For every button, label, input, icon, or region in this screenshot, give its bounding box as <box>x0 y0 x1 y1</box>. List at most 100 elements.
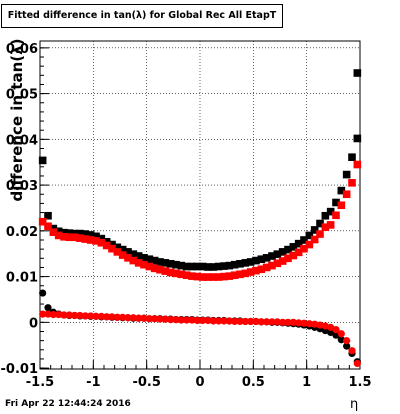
data-point-circle <box>273 318 281 326</box>
data-point-circle <box>343 342 351 350</box>
data-point-square <box>102 241 111 250</box>
y-axis-label: difference in tan(λ) <box>8 38 26 202</box>
data-point-square <box>332 198 340 207</box>
data-point-circle <box>263 318 271 326</box>
data-point-square <box>92 237 100 245</box>
data-point-square <box>230 271 239 280</box>
data-point-circle <box>305 320 313 328</box>
data-point-square <box>273 259 282 268</box>
data-point-circle <box>44 310 52 318</box>
data-point-square <box>353 69 362 77</box>
data-point-square <box>342 190 351 199</box>
data-point-square <box>161 259 170 267</box>
data-point-square <box>236 259 244 268</box>
data-point-square <box>348 179 356 187</box>
data-point-circle <box>225 317 233 325</box>
data-point-square <box>81 235 90 243</box>
x-tick-label: -0.5 <box>132 375 160 390</box>
data-point-square <box>300 244 308 253</box>
data-point-square <box>134 252 143 260</box>
data-point-square <box>310 235 319 244</box>
data-point-circle <box>177 316 185 324</box>
data-point-square <box>156 265 164 274</box>
y-tick-label: 0.04 <box>6 133 38 148</box>
data-point-circle <box>257 318 265 326</box>
data-point-circle <box>353 359 361 368</box>
data-point-circle <box>172 315 180 324</box>
data-point-square <box>262 254 271 262</box>
data-point-circle <box>161 315 169 323</box>
data-point-circle <box>220 317 228 325</box>
data-point-square <box>209 263 218 271</box>
axis-ticks: -1.5 -1 -0.5 0 0.5 1 1.5 -0.01 0 0.01 0.02 0.03 0.04… <box>1 42 372 390</box>
data-point-circle <box>60 311 68 319</box>
data-point-square <box>273 250 282 258</box>
data-point-circle <box>97 312 105 320</box>
x-axis-label: η <box>350 397 359 412</box>
data-point-square <box>310 226 319 234</box>
data-point-square <box>316 230 324 238</box>
data-point-circle <box>337 330 345 338</box>
data-point-circle <box>119 313 127 321</box>
data-point-square <box>140 254 148 262</box>
data-point-square <box>166 268 175 277</box>
data-point-circle <box>348 347 356 355</box>
data-point-square <box>134 259 143 267</box>
y-tick-label: 0 <box>29 316 38 331</box>
data-point-square <box>204 263 212 271</box>
data-point-square <box>81 230 90 238</box>
data-point-circle <box>113 313 121 321</box>
data-point-square <box>198 262 207 271</box>
data-point-square <box>54 231 63 240</box>
data-point-square <box>188 262 196 271</box>
data-point-square <box>305 231 314 240</box>
data-point-square <box>118 245 127 254</box>
data-point-square <box>268 261 276 270</box>
data-point-square <box>193 262 202 271</box>
data-point-circle <box>188 316 196 324</box>
data-point-square <box>252 256 260 265</box>
data-point-square <box>225 261 234 270</box>
data-point-circle <box>39 310 47 318</box>
data-point-square <box>268 252 276 260</box>
data-point-square <box>60 232 68 241</box>
data-point-square <box>65 229 74 237</box>
data-point-circle <box>87 312 95 320</box>
data-point-square <box>342 170 351 179</box>
data-point-square <box>332 211 340 220</box>
data-point-circle <box>71 311 79 320</box>
data-point-square <box>166 259 175 268</box>
data-point-square <box>300 236 308 244</box>
timestamp: Fri Apr 22 12:44:24 2016 <box>5 399 131 409</box>
data-point-circle <box>247 317 255 326</box>
data-point-circle <box>215 317 223 325</box>
x-tick-label: -1.5 <box>26 375 54 390</box>
data-point-square <box>76 234 84 242</box>
data-point-circle <box>279 318 287 326</box>
y-tick-label: -0.01 <box>1 362 38 377</box>
data-point-circle <box>108 313 116 321</box>
data-point-circle <box>140 314 148 322</box>
data-point-square <box>108 240 116 249</box>
data-point-square <box>316 219 324 228</box>
data-point-circle <box>81 312 89 320</box>
data-point-square <box>145 262 154 271</box>
data-point-circle <box>343 337 351 345</box>
data-point-circle <box>92 312 100 320</box>
data-markers <box>38 69 362 368</box>
data-point-square <box>289 251 298 260</box>
data-point-circle <box>252 317 260 326</box>
data-point-square <box>161 267 170 275</box>
x-tick-label: 0.5 <box>242 375 265 390</box>
data-point-square <box>289 243 298 251</box>
data-point-square <box>86 231 95 239</box>
y-tick-label: 0.02 <box>6 225 38 240</box>
data-point-square <box>353 134 362 143</box>
data-point-square <box>124 254 132 262</box>
data-point-square <box>140 260 148 269</box>
data-point-square <box>124 248 132 256</box>
data-point-square <box>348 153 356 161</box>
data-point-square <box>220 272 228 281</box>
data-point-square <box>257 265 266 274</box>
